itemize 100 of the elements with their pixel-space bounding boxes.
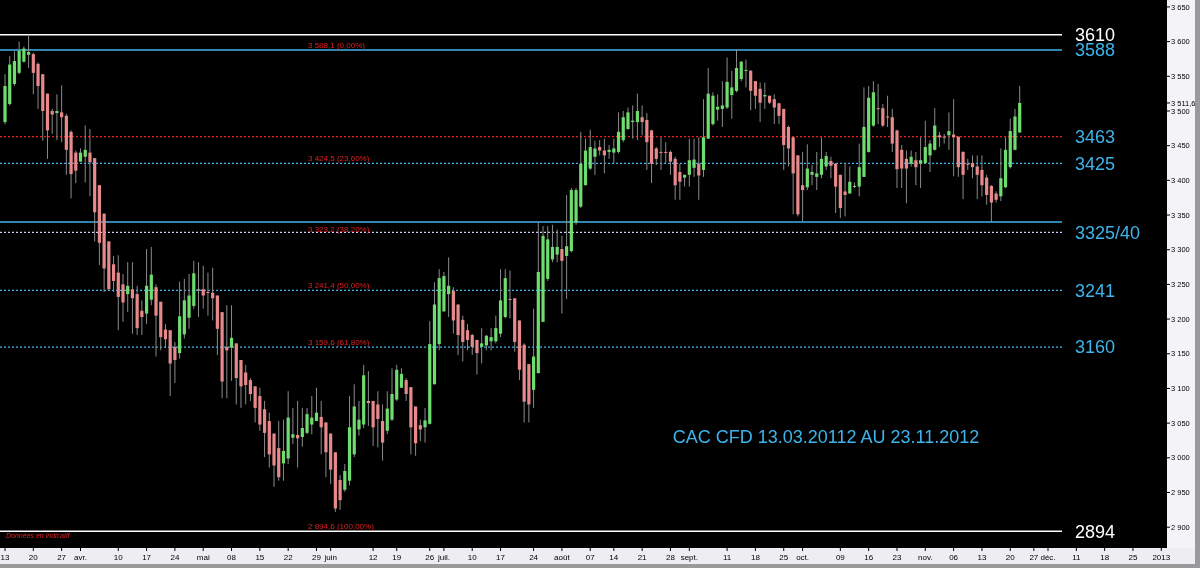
- candlestick: [744, 59, 748, 88]
- candlestick: [980, 154, 984, 197]
- x-tick-label: 27: [57, 553, 67, 562]
- x-tick-label: 20: [28, 553, 39, 562]
- ref-line-label: 2894: [1075, 521, 1116, 542]
- x-tick-label: 27: [1029, 553, 1039, 562]
- candlestick: [824, 151, 828, 171]
- x-tick-label: août: [554, 553, 571, 562]
- candlestick: [380, 403, 385, 462]
- x-tick-label: 25: [779, 553, 789, 562]
- candlestick: [475, 339, 479, 376]
- candlestick: [635, 93, 640, 141]
- candlestick: [616, 111, 621, 154]
- x-tick-label: 13: [977, 553, 987, 562]
- candlestick: [678, 163, 682, 201]
- x-tick-label: 26: [425, 553, 435, 562]
- x-tick-label: 24: [170, 553, 180, 562]
- candlestick: [645, 112, 649, 171]
- candlestick: [994, 190, 998, 204]
- x-tick-label: 25: [1128, 553, 1138, 562]
- ref-line-label: 3425: [1075, 153, 1116, 174]
- candlestick: [909, 150, 913, 167]
- candlestick: [550, 224, 555, 263]
- candlestick: [786, 125, 791, 167]
- candlestick: [206, 272, 210, 317]
- candlestick: [196, 261, 201, 318]
- annotation: 3 424,5 (23,60%): [308, 154, 370, 164]
- candlestick: [801, 151, 805, 222]
- x-tick-label: 29: [312, 553, 322, 562]
- candlestick: [885, 95, 890, 128]
- ref-line-label: 3588: [1075, 40, 1116, 61]
- candlestick: [876, 83, 880, 125]
- ref-line-label: 3325/40: [1075, 222, 1141, 243]
- candlestick: [111, 255, 116, 293]
- x-tick-label: sept.: [680, 553, 698, 562]
- candlestick: [17, 41, 21, 75]
- x-tick-label: 07: [585, 553, 596, 562]
- candlestick: [489, 327, 493, 351]
- x-tick-label: 21: [637, 553, 648, 562]
- candlestick: [253, 385, 257, 423]
- ref-line-label: 3463: [1075, 126, 1116, 147]
- candlestick: [914, 151, 918, 186]
- candlestick: [83, 125, 87, 183]
- x-tick-label: 11: [1072, 553, 1082, 562]
- candlestick: [376, 390, 380, 448]
- x-tick-label: 22: [283, 553, 294, 562]
- candlestick: [843, 163, 847, 217]
- candlestick: [810, 164, 814, 186]
- candlestick: [999, 147, 1003, 202]
- x-tick-label: 09: [835, 553, 846, 562]
- candlestick: [494, 315, 498, 344]
- candlestick: [848, 165, 852, 195]
- x-tick-label: nov.: [918, 553, 933, 562]
- x-tick-label: 11: [722, 553, 732, 562]
- candlestick: [942, 133, 946, 145]
- candlestick: [480, 327, 484, 364]
- x-tick-label: 19: [392, 553, 402, 562]
- x-tick-label: juin: [323, 553, 337, 562]
- candlestick: [881, 103, 885, 128]
- candlestick: [819, 136, 824, 179]
- annotation: 2 894,6 (100,00%): [308, 521, 375, 531]
- candlestick: [281, 419, 286, 482]
- annotation: 3 241,4 (50,00%): [308, 281, 370, 291]
- candlestick: [749, 69, 753, 111]
- x-tick-label: 17: [496, 553, 506, 562]
- x-tick-label: 28: [666, 553, 676, 562]
- x-tick-label: 20: [1005, 553, 1016, 562]
- x-tick-label: juil.: [436, 553, 450, 562]
- candlestick: [668, 150, 673, 176]
- text: CAC CFD 13.03.20112 AU 23.11.2012: [672, 427, 980, 447]
- x-tick-label: 10: [467, 553, 478, 562]
- x-tick-label: 16: [864, 553, 874, 562]
- annotation: 3 159,6 (61,80%): [308, 338, 370, 348]
- candlestick: [55, 93, 59, 141]
- candlestick: [753, 80, 757, 110]
- candlestick: [305, 407, 309, 435]
- x-tick-label: 18: [1100, 553, 1110, 562]
- x-tick-label: 17: [142, 553, 152, 562]
- candlestick: [918, 136, 923, 189]
- candlestick: [418, 419, 422, 442]
- x-tick-label: 24: [529, 553, 539, 562]
- x-tick-label: 18: [750, 553, 761, 562]
- x-tick-label: oct.: [796, 553, 810, 562]
- ref-line-label: 3160: [1075, 337, 1116, 358]
- candlestick: [248, 377, 253, 402]
- candlestick: [121, 273, 125, 323]
- candlestick: [27, 34, 31, 69]
- candlestick: [565, 194, 569, 300]
- annotation: 3 588,1 (0,00%): [308, 40, 366, 50]
- candlestick: [607, 144, 611, 160]
- x-tick-label: 2013: [1152, 553, 1171, 562]
- candlestick: [343, 463, 347, 493]
- candlestick: [60, 84, 64, 143]
- candlestick: [130, 261, 135, 335]
- candlestick: [399, 367, 404, 389]
- x-tick-label: 06: [949, 553, 959, 562]
- x-tick-label: 08: [227, 553, 237, 562]
- x-tick-label: 13: [0, 553, 10, 562]
- candlestick: [163, 323, 168, 349]
- annotation: 3 323,2 (38,20%): [308, 224, 370, 234]
